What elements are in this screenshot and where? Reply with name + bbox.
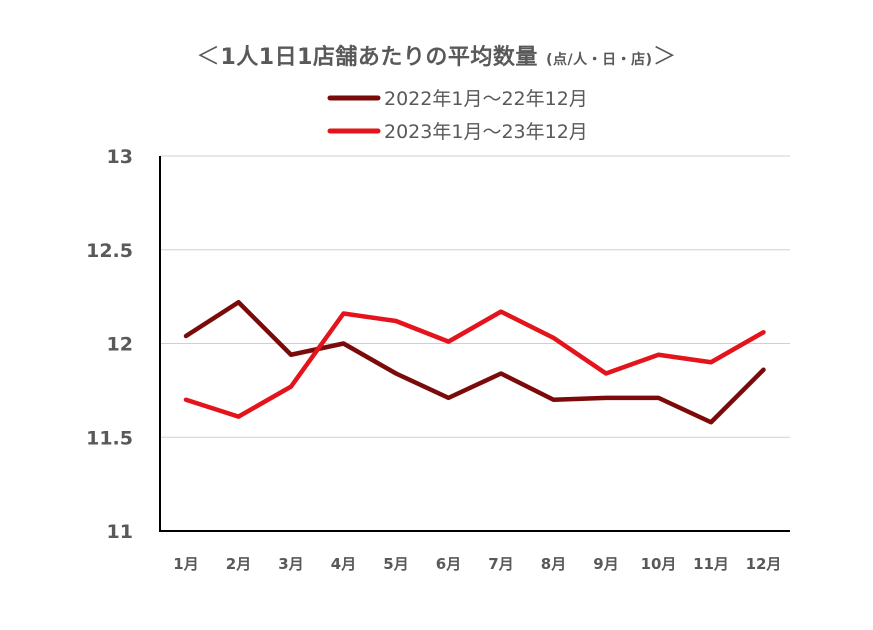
series-line-2	[183, 309, 766, 419]
y-tick-labels: 11 11.5 12 12.5 13	[86, 146, 133, 543]
x-tick-label: 11月	[693, 555, 729, 573]
x-tick-label: 5月	[383, 555, 408, 573]
series-line-1	[183, 300, 766, 425]
y-tick-label: 11.5	[86, 427, 133, 449]
title-open-bracket: ＜	[195, 42, 221, 70]
y-tick-label: 12.5	[86, 240, 133, 262]
x-tick-label: 8月	[541, 555, 566, 573]
x-tick-label: 3月	[278, 555, 303, 573]
x-tick-label: 6月	[436, 555, 461, 573]
y-tick-label: 11	[107, 521, 133, 543]
x-tick-label: 2月	[226, 555, 251, 573]
legend: 2022年1月〜22年12月 2023年1月〜23年12月	[327, 88, 588, 143]
title-close-bracket: ＞	[652, 42, 678, 70]
x-tick-label: 9月	[593, 555, 618, 573]
x-tick-label: 12月	[746, 555, 782, 573]
title-main: 1人1日1店舗あたりの平均数量	[220, 45, 538, 70]
x-tick-label: 7月	[488, 555, 513, 573]
legend-label-2: 2023年1月〜23年12月	[384, 121, 588, 143]
y-tick-label: 12	[107, 334, 133, 356]
y-tick-label: 13	[107, 146, 133, 168]
series-lines	[183, 300, 766, 425]
x-tick-label: 4月	[331, 555, 356, 573]
axes	[159, 156, 790, 532]
x-tick-label: 1月	[173, 555, 198, 573]
gridlines	[160, 155, 790, 438]
legend-label-1: 2022年1月〜22年12月	[384, 88, 588, 110]
x-tick-labels: 1月 2月 3月 4月 5月 6月 7月 8月 9月 10月 11月 12月	[173, 555, 781, 573]
chart-title: ＜1人1日1店舗あたりの平均数量 (点/人・日・店)＞	[0, 36, 873, 71]
title-unit: (点/人・日・店)	[546, 52, 653, 68]
x-tick-label: 10月	[641, 555, 677, 573]
